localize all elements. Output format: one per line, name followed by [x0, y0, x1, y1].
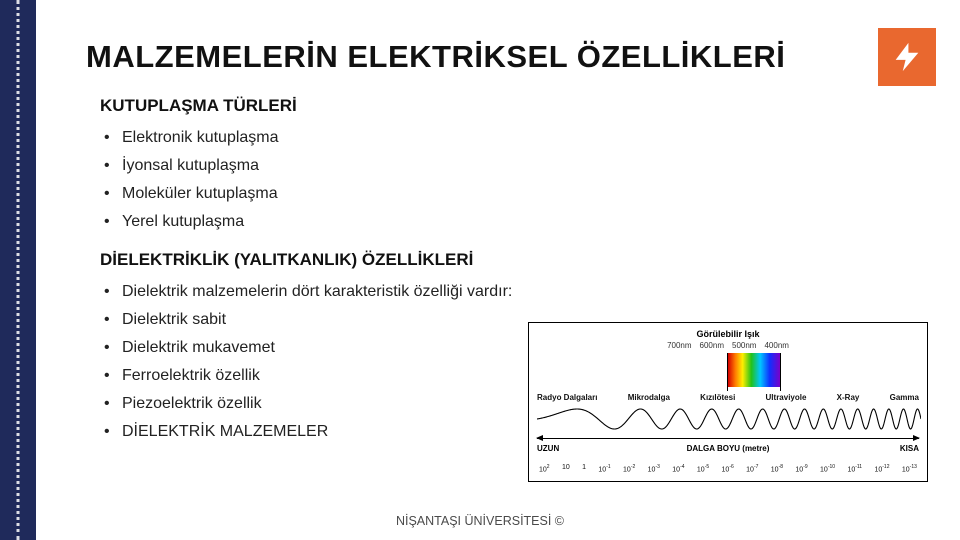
bolt-icon [890, 40, 924, 74]
band-label: Ultraviyole [766, 393, 807, 402]
band-label: Gamma [890, 393, 919, 402]
visible-light-label: Görülebilir Işık [529, 329, 927, 339]
tick-label: 10-10 [820, 464, 835, 473]
axis-arrow [537, 438, 919, 439]
em-spectrum-figure: Görülebilir Işık 700nm 600nm 500nm 400nm… [528, 322, 928, 482]
visible-spectrum-bar [727, 353, 781, 387]
nm-label: 600nm [700, 341, 724, 350]
axis-center-label: DALGA BOYU (metre) [529, 444, 927, 453]
left-accent-bar [0, 0, 36, 540]
axis-ticks: 102 10 1 10-1 10-2 10-3 10-4 10-5 10-6 10-7 10-8 10… [539, 464, 917, 473]
list-item: Moleküler kutuplaşma [100, 180, 930, 208]
band-label: X-Ray [837, 393, 860, 402]
band-label: Radyo Dalgaları [537, 393, 597, 402]
tick-label: 10-1 [598, 464, 610, 473]
visible-nm-labels: 700nm 600nm 500nm 400nm [529, 341, 927, 350]
tick-label: 1 [582, 464, 586, 473]
nm-label: 500nm [732, 341, 756, 350]
nm-label: 700nm [667, 341, 691, 350]
band-label: Kızılötesi [700, 393, 735, 402]
nm-label: 400nm [764, 341, 788, 350]
band-label: Mikrodalga [628, 393, 670, 402]
tick-label: 10-9 [795, 464, 807, 473]
tick-label: 10-2 [623, 464, 635, 473]
section1-heading: KUTUPLAŞMA TÜRLERİ [100, 96, 930, 116]
list-item: Yerel kutuplaşma [100, 208, 930, 236]
list-item: Elektronik kutuplaşma [100, 124, 930, 152]
tick-label: 102 [539, 464, 550, 473]
tick-label: 10-5 [697, 464, 709, 473]
list-item: İyonsal kutuplaşma [100, 152, 930, 180]
tick-label: 10-11 [847, 464, 862, 473]
band-labels: Radyo Dalgaları Mikrodalga Kızılötesi Ul… [537, 393, 919, 402]
section1-list: Elektronik kutuplaşma İyonsal kutuplaşma… [100, 124, 930, 236]
list-item: Dielektrik malzemelerin dört karakterist… [100, 278, 930, 306]
tick-label: 10-7 [746, 464, 758, 473]
tick-label: 10-13 [902, 464, 917, 473]
tick-label: 10-8 [771, 464, 783, 473]
page-title: MALZEMELERİN ELEKTRİKSEL ÖZELLİKLERİ [86, 39, 785, 75]
section2-heading: DİELEKTRİKLİK (YALITKANLIK) ÖZELLİKLERİ [100, 250, 930, 270]
bolt-badge [878, 28, 936, 86]
tick-label: 10-6 [722, 464, 734, 473]
tick-label: 10 [562, 464, 570, 473]
wavelength-chirp [537, 405, 921, 433]
tick-label: 10-12 [874, 464, 889, 473]
tick-label: 10-3 [648, 464, 660, 473]
tick-label: 10-4 [672, 464, 684, 473]
footer-text: NİŞANTAŞI ÜNİVERSİTESİ © [0, 514, 960, 528]
